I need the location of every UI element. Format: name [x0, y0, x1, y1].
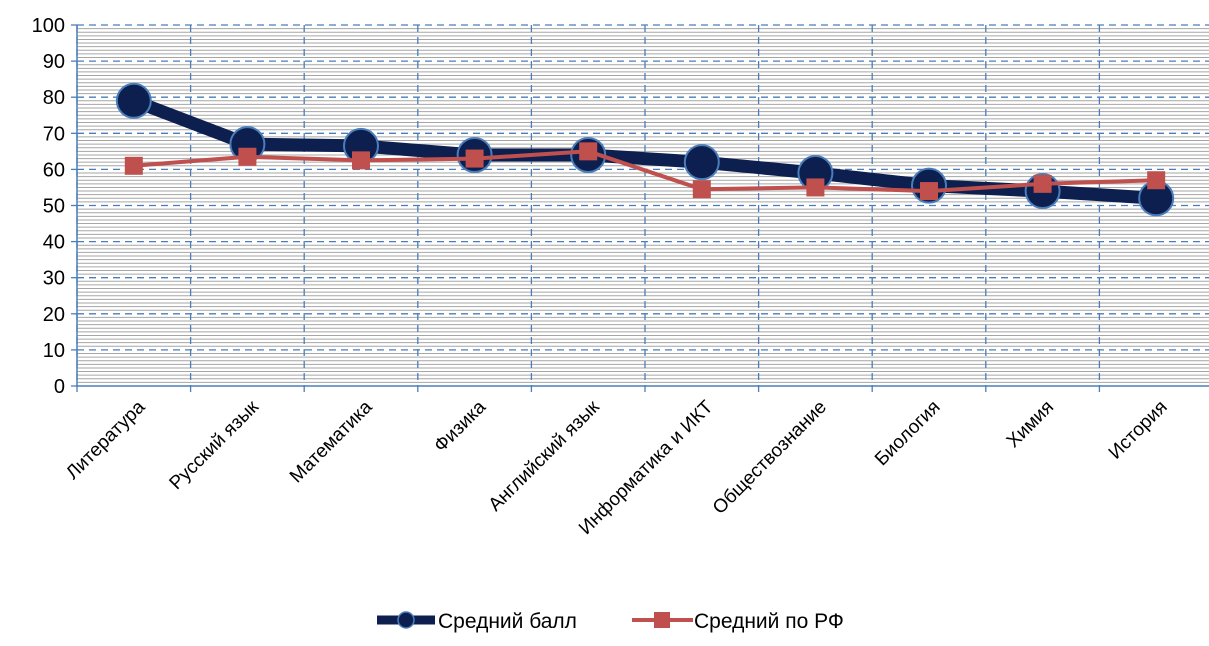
- x-tick-label: Обществознание: [709, 397, 831, 519]
- data-point-russia-average: [1033, 174, 1052, 193]
- data-point-russia-average: [465, 149, 484, 168]
- data-point-average-score: [683, 144, 720, 181]
- y-tick-label: 90: [43, 51, 65, 73]
- data-point-russia-average: [1147, 171, 1166, 190]
- y-tick-label: 100: [32, 15, 65, 37]
- y-tick-label: 40: [43, 232, 65, 254]
- y-tick-label: 10: [43, 340, 65, 362]
- x-tick-label: Математика: [286, 396, 377, 487]
- y-tick-label: 20: [43, 304, 65, 326]
- x-tick-label: История: [1105, 397, 1172, 464]
- x-tick-label: Химия: [1003, 397, 1058, 452]
- data-point-russia-average: [579, 142, 598, 161]
- x-tick-label: Русский язык: [166, 396, 264, 494]
- x-tick-label: Физика: [430, 396, 490, 456]
- x-tick-label: Литература: [62, 396, 149, 483]
- legend-label-average-score: Средний балл: [438, 610, 577, 633]
- legend: Средний балл Средний по РФ: [377, 610, 844, 633]
- x-tick-label: Биология: [871, 397, 944, 470]
- y-tick-label: 60: [43, 159, 65, 181]
- y-tick-label: 50: [43, 196, 65, 218]
- data-point-russia-average: [692, 180, 711, 199]
- legend-marker-russia-average: [654, 612, 670, 628]
- data-point-russia-average: [352, 151, 370, 170]
- data-point-russia-average: [238, 147, 257, 166]
- y-tick-label: 80: [43, 87, 65, 109]
- y-tick-label: 70: [43, 123, 65, 145]
- series: [115, 82, 1175, 217]
- x-tick-label: Английский язык: [485, 396, 604, 515]
- data-point-average-score: [115, 82, 152, 119]
- legend-label-russia-average: Средний по РФ: [694, 610, 844, 633]
- legend-marker-average-score: [397, 611, 415, 629]
- data-point-russia-average: [920, 182, 938, 201]
- series-line-russia-average: [133, 149, 1157, 194]
- data-point-russia-average: [124, 156, 143, 175]
- y-tick-label: 0: [54, 376, 65, 398]
- data-point-russia-average: [806, 178, 825, 197]
- y-tick-label: 30: [43, 268, 65, 290]
